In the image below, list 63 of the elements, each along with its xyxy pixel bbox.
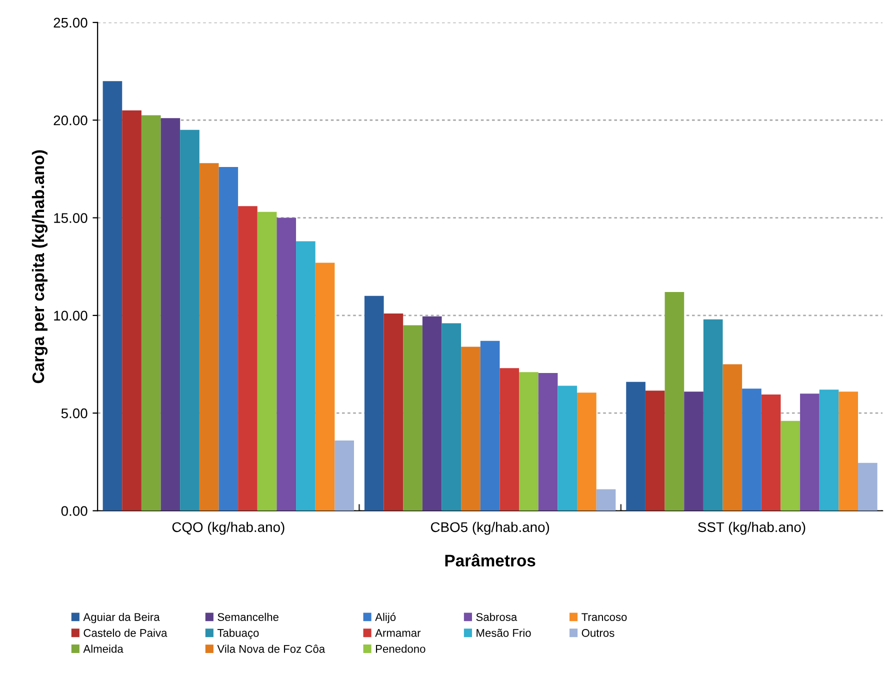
- bar: [742, 388, 762, 511]
- x-tick-label: CQO (kg/hab.ano): [172, 522, 284, 535]
- legend-label: Trancoso: [582, 613, 627, 621]
- bar: [596, 489, 616, 511]
- bar: [761, 394, 781, 511]
- y-tick-label: 25.00: [54, 18, 88, 28]
- bar: [577, 392, 596, 511]
- bar: [461, 346, 480, 511]
- bar: [442, 323, 462, 511]
- bar: [626, 382, 646, 511]
- bar: [334, 440, 354, 511]
- bar: [838, 392, 858, 511]
- legend-label: Sabrosa: [476, 612, 518, 621]
- bar: [141, 115, 161, 511]
- legend-label: Castelo de Paiva: [84, 628, 168, 637]
- legend-label: Almeida: [83, 644, 124, 653]
- bar: [558, 386, 578, 511]
- y-axis-title: Carga per capita (kg/hab.ano): [32, 150, 48, 384]
- bar: [664, 292, 684, 511]
- bar: [538, 373, 558, 511]
- legend-label: Tabuaço: [217, 628, 259, 640]
- bar: [403, 325, 422, 511]
- bar: [238, 206, 258, 511]
- bar: [422, 316, 442, 511]
- bar: [160, 118, 180, 511]
- y-tick-label: 10.00: [54, 310, 88, 321]
- y-tick-label: 20.00: [54, 115, 88, 126]
- bar: [819, 390, 839, 511]
- x-axis-title: Parâmetros: [445, 554, 536, 566]
- x-tick-label: SST (kg/hab.ano): [698, 522, 806, 535]
- legend-label: Semancelhe: [218, 612, 278, 621]
- x-tick-label: CBO5 (kg/hab.ano): [430, 522, 550, 535]
- bar: [858, 462, 878, 511]
- legend-label: Armamar: [375, 629, 421, 637]
- y-tick-label: 5.00: [61, 408, 88, 418]
- bar: [218, 167, 238, 511]
- bar: [199, 163, 219, 511]
- bar: [480, 340, 500, 511]
- bar: [102, 81, 122, 511]
- legend-label: Vila Nova de Foz Côa: [217, 644, 326, 653]
- legend-label: Mesão Frio: [476, 628, 531, 637]
- bar: [257, 212, 277, 511]
- bar: [703, 319, 723, 511]
- legend-label: Alijó: [375, 612, 396, 624]
- legend-label: Penedono: [376, 644, 426, 653]
- bar: [180, 130, 200, 511]
- bar: [296, 241, 316, 511]
- y-tick-label: 15.00: [54, 213, 88, 223]
- bar: [800, 394, 820, 511]
- bar: [384, 313, 404, 511]
- y-tick-label: 0.00: [61, 506, 88, 516]
- bar: [364, 296, 384, 511]
- bar: [645, 390, 665, 511]
- legend-label: Aguiar da Beira: [83, 612, 160, 624]
- bar: [684, 392, 704, 511]
- bar: [519, 372, 538, 511]
- legend-label: Outros: [582, 629, 614, 637]
- bar: [722, 364, 742, 511]
- bar: [315, 262, 335, 511]
- bar: [122, 110, 142, 511]
- bar: [780, 420, 800, 511]
- bar: [500, 368, 520, 511]
- bar: [276, 218, 296, 511]
